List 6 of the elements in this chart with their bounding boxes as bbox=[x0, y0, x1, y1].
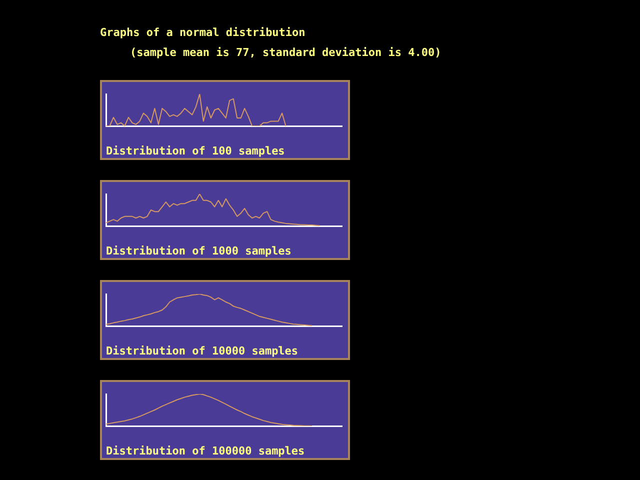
chart-subtitle: (sample mean is 77, standard deviation is 4.00) bbox=[130, 46, 442, 59]
chart-title: Graphs of a normal distribution bbox=[100, 26, 306, 39]
x-axis-title: Distribution of 1000 samples bbox=[106, 244, 292, 258]
x-axis-title: Distribution of 10000 samples bbox=[106, 344, 298, 358]
x-axis-title: Distribution of 100000 samples bbox=[106, 444, 305, 458]
x-axis-title: Distribution of 100 samples bbox=[106, 144, 285, 158]
